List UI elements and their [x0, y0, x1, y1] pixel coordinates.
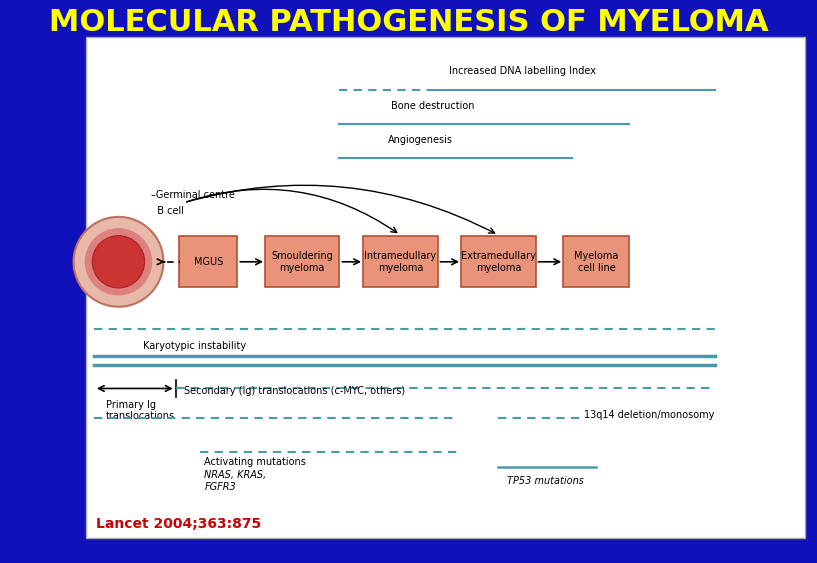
Text: Smouldering
myeloma: Smouldering myeloma — [271, 251, 333, 272]
Text: Extramedullary
myeloma: Extramedullary myeloma — [461, 251, 536, 272]
Ellipse shape — [92, 236, 145, 288]
FancyBboxPatch shape — [265, 236, 340, 287]
Text: 13q14 deletion/monosomy: 13q14 deletion/monosomy — [584, 410, 715, 420]
Text: Intramedullary
myeloma: Intramedullary myeloma — [364, 251, 436, 272]
FancyBboxPatch shape — [363, 236, 438, 287]
Text: Secondary (Ig) translocations (c-MYC, others): Secondary (Ig) translocations (c-MYC, ot… — [184, 386, 405, 396]
Text: Activating mutations: Activating mutations — [204, 457, 306, 467]
Ellipse shape — [74, 217, 163, 307]
Text: Angiogenesis: Angiogenesis — [388, 135, 453, 145]
Text: MGUS: MGUS — [194, 257, 223, 267]
Text: Lancet 2004;363:875: Lancet 2004;363:875 — [96, 517, 261, 530]
Text: MOLECULAR PATHOGENESIS OF MYELOMA: MOLECULAR PATHOGENESIS OF MYELOMA — [49, 8, 768, 37]
Ellipse shape — [85, 228, 152, 296]
Text: FGFR3: FGFR3 — [204, 482, 236, 492]
Text: Karyotypic instability: Karyotypic instability — [143, 341, 246, 351]
FancyBboxPatch shape — [180, 236, 237, 287]
Text: Myeloma
cell line: Myeloma cell line — [574, 251, 618, 272]
FancyBboxPatch shape — [461, 236, 536, 287]
Text: Primary Ig
translocations: Primary Ig translocations — [106, 400, 176, 421]
Text: NRAS, KRAS,: NRAS, KRAS, — [204, 470, 266, 480]
FancyBboxPatch shape — [564, 236, 629, 287]
Text: Increased DNA labelling Index: Increased DNA labelling Index — [449, 66, 596, 76]
Text: TP53 mutations: TP53 mutations — [507, 476, 583, 486]
Text: Bone destruction: Bone destruction — [391, 101, 475, 111]
FancyBboxPatch shape — [86, 37, 805, 538]
Text: B cell: B cell — [151, 206, 184, 216]
Text: –Germinal centre: –Germinal centre — [151, 190, 235, 200]
